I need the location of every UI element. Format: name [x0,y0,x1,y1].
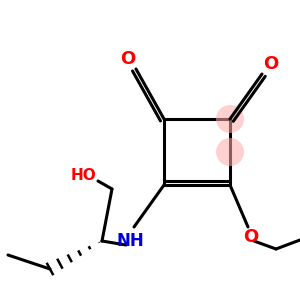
Text: O: O [120,50,136,68]
Circle shape [216,105,244,133]
Text: O: O [263,55,279,73]
Text: HO: HO [71,167,97,182]
Text: O: O [243,228,259,246]
Circle shape [216,138,244,166]
Text: NH: NH [116,232,144,250]
